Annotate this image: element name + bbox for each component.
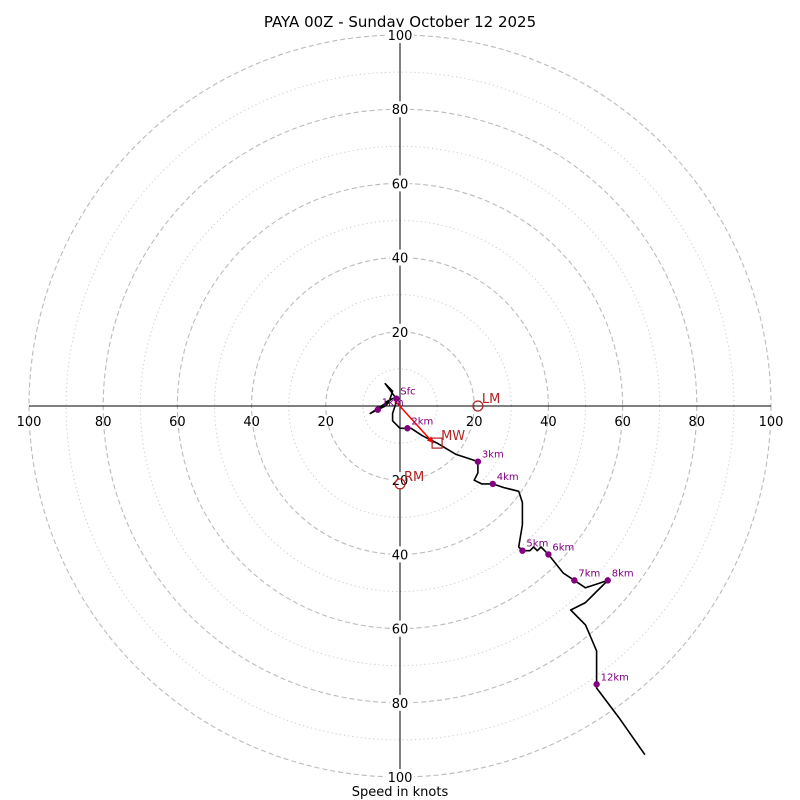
- hodograph-trace: [369, 382, 646, 756]
- tick-label-top-bg: [390, 323, 410, 340]
- height-marker-label: 6km: [552, 542, 574, 553]
- height-marker-dot: [393, 395, 400, 402]
- tick-label-left: 20: [318, 415, 335, 430]
- height-marker-dot: [571, 577, 578, 584]
- tick-label-right: 40: [540, 415, 557, 430]
- tick-label-left: 100: [17, 415, 42, 430]
- tick-label-left: 80: [95, 415, 112, 430]
- shear-vector-line: [395, 401, 434, 444]
- height-marker-label: 3km: [482, 450, 504, 461]
- tick-label-right: 60: [614, 415, 631, 430]
- tick-label-left: 40: [243, 415, 260, 430]
- height-marker-dot: [474, 458, 482, 465]
- trace-line: [369, 382, 646, 756]
- tick-label-bottom: 60: [392, 623, 409, 638]
- mean-wind-marker: [431, 437, 443, 449]
- chart-title: PAYA 00Z - Sunday October 12 2025: [264, 13, 536, 31]
- height-marker-label: 1km: [382, 398, 404, 409]
- tick-label-top: 80: [392, 103, 409, 118]
- height-marker-dot: [604, 577, 611, 584]
- tick-label-top-bg: [390, 101, 410, 118]
- height-marker-label: 12km: [601, 672, 629, 683]
- tick-label-top: 40: [392, 252, 409, 267]
- storm-motion-label: RM: [404, 470, 424, 485]
- storm-motion-marker: [472, 400, 484, 412]
- height-marker-dot: [374, 406, 381, 413]
- tick-label-bottom-bg: [386, 769, 414, 785]
- height-marker-dot: [489, 480, 496, 488]
- tick-label-right: 100: [759, 415, 784, 430]
- x-axis-label: Speed in knots: [352, 785, 449, 800]
- height-marker-dot: [545, 551, 552, 558]
- tick-label-right: 20: [466, 415, 483, 430]
- tick-label-bottom: 80: [392, 697, 409, 712]
- storm-motion-marker: [394, 478, 406, 490]
- tick-label-top: 20: [392, 326, 409, 341]
- tick-label-bottom-bg: [390, 620, 410, 637]
- tick-label-top: 100: [388, 29, 413, 44]
- storm-motion-markers: LM RM MW: [394, 392, 500, 490]
- tick-label-top-bg: [390, 175, 410, 192]
- tick-label-top-bg: [386, 27, 414, 43]
- tick-label-bottom: 100: [388, 771, 413, 786]
- tick-label-bottom-bg: [390, 546, 410, 563]
- height-marker-label: 4km: [497, 472, 519, 483]
- height-marker-dot: [593, 681, 600, 688]
- tick-label-top: 60: [392, 177, 409, 192]
- tick-label-top-bg: [390, 249, 410, 266]
- storm-motion-label: LM: [482, 392, 500, 407]
- height-marker-label: Sfc: [400, 387, 415, 398]
- height-marker-label: 7km: [578, 568, 600, 579]
- tick-label-bottom: 40: [392, 548, 409, 563]
- tick-label-right: 80: [689, 415, 706, 430]
- tick-label-bottom-bg: [390, 694, 410, 711]
- height-marker-label: 2km: [411, 416, 433, 427]
- height-marker-dot: [404, 425, 411, 432]
- tick-label-left: 60: [169, 415, 186, 430]
- storm-motion-label: MW: [441, 429, 465, 444]
- height-marker-dot: [519, 547, 526, 554]
- height-marker-label: 8km: [612, 568, 634, 579]
- height-marker-label: 5km: [526, 539, 548, 550]
